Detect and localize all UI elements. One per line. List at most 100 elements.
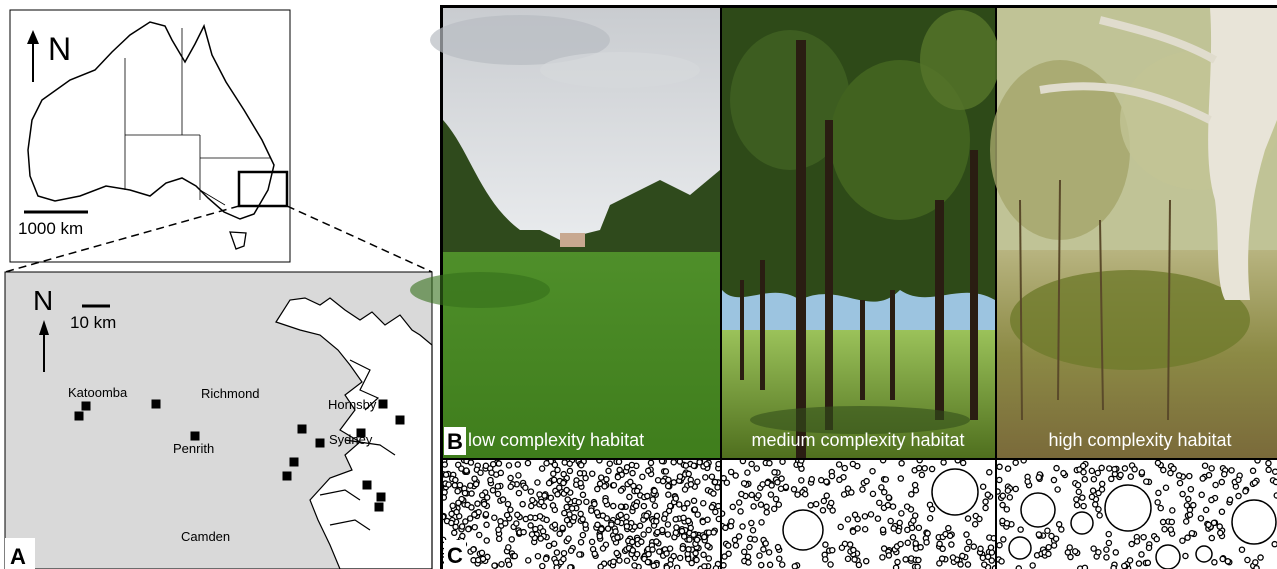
pattern-circle <box>672 516 679 523</box>
pattern-circle <box>685 517 692 525</box>
pattern-circle <box>443 471 450 478</box>
site-marker <box>297 424 307 434</box>
pattern-circle <box>443 494 448 501</box>
pattern-circle <box>898 460 905 467</box>
pattern-circle <box>536 513 544 520</box>
pattern-circle <box>999 501 1006 509</box>
pattern-circle <box>499 496 507 503</box>
pattern-circle <box>466 515 474 522</box>
pattern-circle <box>914 563 921 569</box>
pattern-circle <box>597 563 604 569</box>
pattern-circle <box>1133 538 1141 545</box>
pattern-circle <box>661 515 668 522</box>
pattern-circle <box>503 511 511 519</box>
pattern-circle <box>640 502 648 510</box>
pattern-circle <box>1131 466 1138 473</box>
panel-label: A <box>10 544 26 569</box>
pattern-circle <box>550 540 558 548</box>
pattern-circle <box>452 476 459 484</box>
pattern-circle <box>874 515 882 522</box>
pattern-circle <box>649 546 656 553</box>
pattern-circle <box>982 504 989 512</box>
pattern-circle <box>591 550 598 558</box>
pattern-circle <box>497 518 504 525</box>
pattern-circle <box>536 491 543 498</box>
pattern-circle <box>1157 504 1164 512</box>
pattern-circle <box>867 511 875 518</box>
pattern-circle <box>566 467 574 475</box>
pattern-circle <box>451 482 459 489</box>
pattern-circle <box>765 549 773 556</box>
pattern-circle <box>672 529 680 537</box>
pattern-circle <box>928 505 936 513</box>
pattern-circle <box>545 542 553 550</box>
pattern-circle <box>505 544 512 551</box>
pattern-circle <box>670 552 678 560</box>
pattern-circle <box>694 478 701 485</box>
pattern-circle <box>1252 559 1259 566</box>
pattern-circle <box>954 460 961 464</box>
pattern-circle <box>1111 466 1118 473</box>
pattern-circle <box>1067 553 1074 561</box>
pattern-circle <box>466 482 474 489</box>
pattern-circle <box>903 503 911 510</box>
pattern-circle <box>463 467 470 474</box>
pattern-circle <box>750 503 757 510</box>
pattern-circle <box>699 518 707 526</box>
pattern-circle <box>495 526 502 534</box>
pattern-circle <box>1208 496 1215 504</box>
pattern-circle <box>1186 472 1193 480</box>
pattern-circle <box>1055 521 1063 528</box>
pattern-circle <box>772 495 780 503</box>
pattern-circle <box>849 460 857 468</box>
pattern-circle <box>885 494 893 501</box>
site-marker <box>376 492 386 502</box>
pattern-circle <box>527 522 534 529</box>
pattern-circle <box>583 498 590 506</box>
pattern-circle <box>1188 530 1196 537</box>
pattern-circle <box>1138 551 1145 558</box>
pattern-circle <box>1199 475 1206 482</box>
pattern-circle <box>522 484 529 491</box>
pattern-circle <box>682 462 690 469</box>
pattern-circle <box>670 460 677 466</box>
pattern-circle <box>1048 532 1055 540</box>
pattern-circle <box>744 469 751 476</box>
pattern-circle <box>1235 492 1242 500</box>
pattern-circle <box>479 555 487 563</box>
pattern-circle <box>651 502 659 509</box>
pattern-circle <box>1128 540 1135 548</box>
pattern-circle <box>714 484 720 491</box>
pattern-circle <box>1003 506 1011 513</box>
pattern-circle <box>829 546 836 554</box>
pattern-circle <box>923 539 930 546</box>
pattern-circle <box>1242 487 1249 495</box>
pattern-circle <box>1144 559 1152 567</box>
pattern-circle <box>673 564 681 569</box>
pattern-circle <box>882 476 890 483</box>
pattern-circle <box>514 461 522 468</box>
pattern-circle <box>976 515 983 523</box>
pattern-circle <box>527 514 534 521</box>
pattern-medium <box>722 460 995 569</box>
pattern-circle <box>564 496 571 503</box>
pattern-circle <box>1175 472 1183 479</box>
pattern-circle <box>495 535 503 543</box>
pattern-circle <box>688 559 695 567</box>
pattern-circle <box>455 499 462 507</box>
pattern-circle <box>576 551 583 558</box>
pattern-circle <box>597 474 605 481</box>
pattern-circle <box>1253 564 1260 569</box>
pattern-circle <box>613 549 620 557</box>
pattern-circle <box>908 524 916 532</box>
pattern-circle <box>880 488 888 496</box>
pattern-circle <box>755 492 762 499</box>
pattern-circle <box>1050 476 1058 484</box>
pattern-circle <box>491 562 498 569</box>
pattern-circle <box>827 499 835 507</box>
pattern-circle <box>612 528 619 535</box>
pattern-circle <box>656 548 663 555</box>
place-label: Richmond <box>201 386 260 401</box>
pattern-circle <box>710 490 717 497</box>
pattern-circle <box>459 532 466 540</box>
